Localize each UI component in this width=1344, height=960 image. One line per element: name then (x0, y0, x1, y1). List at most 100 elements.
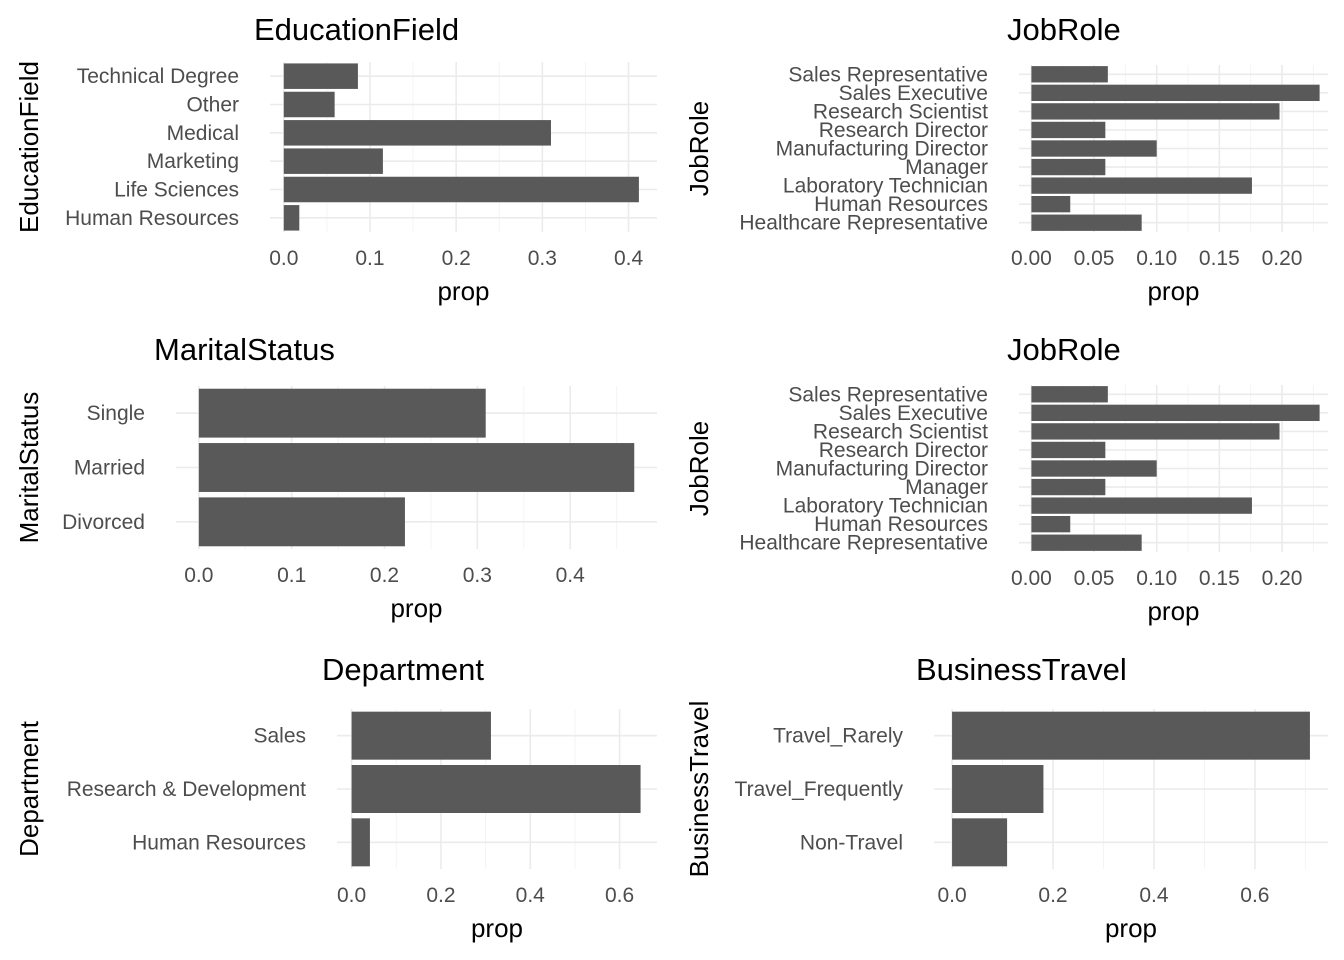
panel-1-category-label-3: Manager (905, 156, 988, 179)
panel-3-category-label-2: Laboratory Technician (783, 495, 988, 518)
panel-5-y-axis-title: BusinessTravel (684, 701, 714, 878)
panel-1-category-label-4: Manufacturing Director (776, 138, 988, 161)
panel-2-y-axis-title: MaritalStatus (14, 392, 44, 544)
panel-3-title: JobRole (1007, 332, 1121, 367)
panel-4-x-axis-title: prop (471, 913, 523, 943)
panel-0-category-label-0: Human Resources (65, 207, 239, 230)
panel-4-category-label-2: Sales (253, 725, 306, 748)
panel-4-xtick-label-1: 0.2 (426, 884, 455, 907)
panel-1-bar-1 (1031, 196, 1071, 213)
panel-3-bar-1 (1031, 516, 1071, 533)
panel-3-bar-7 (1031, 404, 1320, 421)
panel-5-xtick-label-0: 0.0 (937, 884, 966, 907)
panel-3-category-label-7: Sales Executive (839, 402, 988, 425)
panel-2-xtick-label-2: 0.2 (370, 564, 399, 587)
panel-4-category-label-1: Research & Development (67, 778, 306, 801)
panel-4-title: Department (322, 652, 484, 687)
panel-2-category-label-2: Single (87, 402, 145, 425)
panel-3-bar-6 (1031, 423, 1280, 440)
panel-1-x-axis-title: prop (1147, 276, 1199, 306)
panel-3-category-label-0: Healthcare Representative (739, 532, 988, 555)
panel-3-xtick-label-0: 0.00 (1011, 567, 1052, 590)
panel-2-x-axis-title: prop (390, 593, 442, 623)
panel-1-category-label-8: Sales Representative (788, 63, 988, 86)
panel-1-category-label-2: Laboratory Technician (783, 175, 988, 198)
panel-1-category-label-1: Human Resources (814, 193, 988, 216)
panel-0-bar-5 (283, 63, 358, 89)
panel-3-x-axis-title: prop (1147, 596, 1199, 626)
panel-0-bar-0 (283, 205, 300, 231)
panel-2-xtick-label-3: 0.3 (463, 564, 492, 587)
panel-4-bar-2 (351, 711, 491, 760)
panel-1-xtick-label-0: 0.00 (1011, 247, 1052, 270)
panel-5-title: BusinessTravel (916, 652, 1127, 687)
panel-3-category-label-6: Research Scientist (813, 420, 988, 443)
panel-2-bar-1 (198, 443, 635, 492)
panel-1-xtick-label-1: 0.05 (1074, 247, 1115, 270)
panel-3-bar-5 (1031, 441, 1106, 459)
panel-3-category-label-1: Human Resources (814, 513, 988, 536)
panel-4-xtick-label-0: 0.0 (337, 884, 366, 907)
panel-4-y-axis-title: Department (14, 720, 44, 857)
panel-2-category-label-1: Married (74, 457, 145, 480)
panel-0-bar-2 (283, 148, 383, 174)
panel-0-title: EducationField (254, 12, 459, 47)
panel-1-bar-0 (1031, 214, 1142, 231)
panel-5-category-label-0: Non-Travel (800, 831, 903, 854)
panel-1-bar-5 (1031, 121, 1106, 139)
panel-1-bar-3 (1031, 158, 1106, 176)
panel-3-bar-4 (1031, 460, 1157, 477)
panel-1-title: JobRole (1007, 12, 1121, 47)
panel-5-x-axis-title: prop (1105, 913, 1157, 943)
panel-2-xtick-label-4: 0.4 (556, 564, 586, 587)
panel-2-xtick-label-0: 0.0 (184, 564, 213, 587)
panel-0-xtick-label-3: 0.3 (528, 247, 557, 270)
panel-4-bar-0 (351, 818, 370, 867)
panel-3-y-axis-title: JobRole (684, 421, 714, 516)
panel-3-bar-2 (1031, 497, 1252, 514)
panel-0-bar-3 (283, 120, 551, 146)
panel-0-y-axis-title: EducationField (14, 61, 44, 233)
panel-2-category-label-0: Divorced (62, 511, 145, 534)
panel-0-xtick-label-0: 0.0 (269, 247, 298, 270)
panel-2-title: MaritalStatus (154, 332, 335, 367)
panel-3-bar-8 (1031, 386, 1108, 403)
panel-3-category-label-5: Research Director (819, 439, 988, 462)
panel-5-bar-0 (952, 818, 1008, 867)
panel-1-xtick-label-4: 0.20 (1262, 247, 1303, 270)
panel-4-category-label-0: Human Resources (132, 831, 306, 854)
panel-1-bar-2 (1031, 177, 1252, 194)
panel-5-xtick-label-3: 0.6 (1240, 884, 1269, 907)
panel-1-category-label-6: Research Scientist (813, 100, 988, 123)
panel-3-category-label-8: Sales Representative (788, 383, 988, 406)
panel-0-xtick-label-1: 0.1 (355, 247, 384, 270)
panel-5-category-label-2: Travel_Rarely (773, 725, 903, 748)
panel-5-bar-2 (952, 711, 1310, 760)
panel-4-xtick-label-2: 0.4 (516, 884, 546, 907)
panel-0-category-label-5: Technical Degree (77, 65, 239, 88)
panel-2-bar-0 (198, 497, 405, 547)
panel-3-xtick-label-3: 0.15 (1199, 567, 1240, 590)
panel-5-category-label-1: Travel_Frequently (735, 778, 904, 801)
panel-4-bar-1 (351, 765, 641, 813)
panel-0-category-label-3: Medical (167, 122, 239, 145)
panel-0-bar-4 (283, 91, 335, 118)
panel-0-bar-1 (283, 176, 639, 203)
panel-5-xtick-label-2: 0.4 (1139, 884, 1169, 907)
panel-1-xtick-label-3: 0.15 (1199, 247, 1240, 270)
panel-0-x-axis-title: prop (437, 276, 489, 306)
panel-5-xtick-label-1: 0.2 (1038, 884, 1067, 907)
panel-1-bar-8 (1031, 66, 1108, 83)
panel-1-y-axis-title: JobRole (684, 101, 714, 196)
panel-2-xtick-label-1: 0.1 (277, 564, 306, 587)
panel-3-xtick-label-1: 0.05 (1074, 567, 1115, 590)
panel-3-category-label-4: Manufacturing Director (776, 458, 988, 481)
panel-1-category-label-7: Sales Executive (839, 82, 988, 105)
panel-3-category-label-3: Manager (905, 476, 988, 499)
panel-1-bar-6 (1031, 103, 1280, 120)
panel-1-category-label-0: Healthcare Representative (739, 212, 988, 235)
panel-1-category-label-5: Research Director (819, 119, 988, 142)
panel-0-category-label-4: Other (186, 94, 239, 117)
panel-5-bar-1 (952, 765, 1044, 813)
